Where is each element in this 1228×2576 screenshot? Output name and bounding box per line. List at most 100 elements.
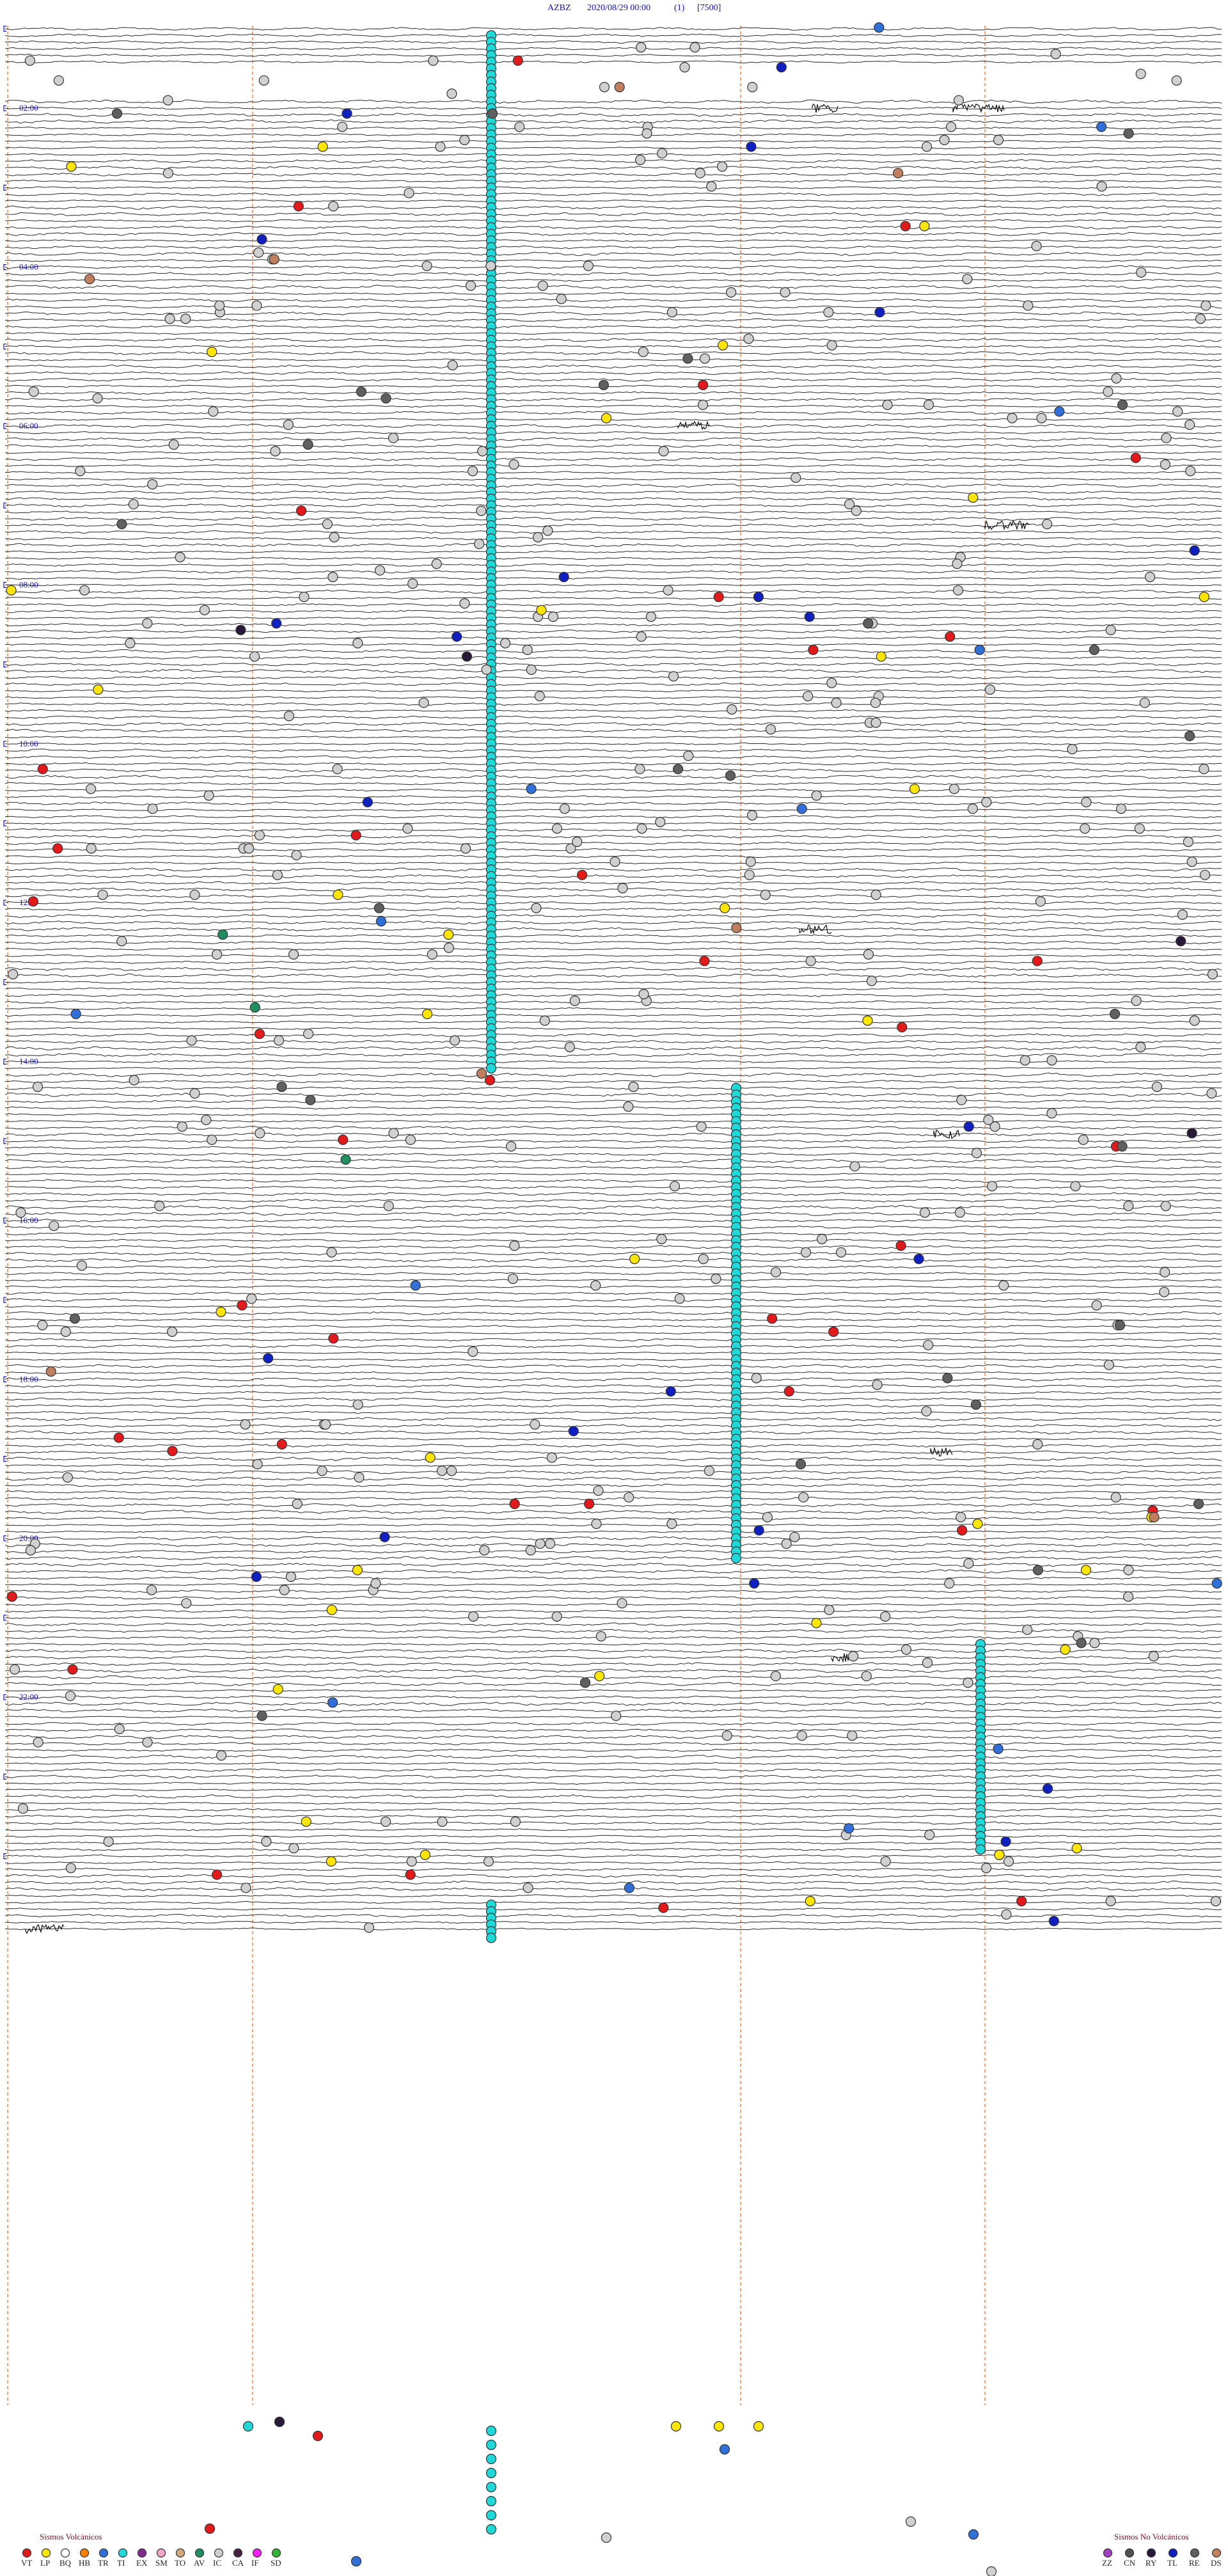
trace-line [4,239,1222,242]
hour-bracket [3,26,6,32]
event-marker [37,1320,48,1331]
trace-line [4,1457,1222,1461]
event-marker [532,532,544,543]
trace-line [4,1397,1222,1402]
event-marker [595,1631,606,1642]
hour-bracket [3,1694,6,1700]
hour-bracket [3,184,6,191]
trace-line [4,219,1222,223]
trace-line [4,1782,1222,1785]
event-marker [629,1253,640,1265]
trace-line [4,967,1222,972]
event-marker [1081,796,1092,808]
legend-code: IF [251,2558,259,2568]
trace-line [4,166,1222,170]
event-marker [320,1419,331,1430]
event-marker [485,2481,497,2493]
event-marker [242,2421,254,2432]
trace-line [5,1668,1222,1673]
event-marker [116,936,127,947]
event-marker [624,1492,634,1503]
trace-line [4,1086,1222,1090]
event-marker [556,294,567,304]
event-marker [847,1651,859,1662]
event-marker [381,393,391,404]
event-marker [1003,1856,1014,1867]
event-marker [954,1207,966,1218]
trace-line [4,1721,1222,1726]
event-marker [863,618,874,629]
event-marker [1060,1644,1071,1655]
legend-code: DS [1211,2558,1222,2568]
event-marker [327,571,338,583]
event-marker [103,1836,114,1847]
trace-line [4,1265,1222,1268]
trace-line [4,1007,1222,1011]
event-marker [354,1472,365,1483]
event-marker [292,1498,303,1510]
event-marker [767,1313,778,1324]
event-marker [6,1591,17,1602]
hour-bracket [3,502,6,509]
trace-line [4,47,1222,51]
trace-line [4,550,1222,553]
burst-trace [25,1924,65,1934]
event-marker [67,1664,78,1675]
trace-line [4,834,1222,839]
legend-marker [137,2548,147,2558]
event-marker [981,796,992,808]
trace-line [4,1490,1222,1494]
event-marker [113,1432,124,1443]
event-marker [1211,1578,1222,1589]
event-marker [547,611,559,622]
event-marker [37,764,48,775]
trace-line [4,940,1222,945]
legend-marker [1168,2548,1178,2558]
event-marker [254,1029,265,1039]
event-marker [505,1141,517,1152]
trace-line [4,265,1222,269]
event-marker [33,1737,43,1748]
trace-line [4,1483,1222,1487]
event-marker [614,82,625,93]
trace-line [4,1173,1222,1176]
event-marker [375,916,387,927]
event-marker [706,181,717,192]
event-marker [128,499,139,510]
event-marker [762,1512,773,1522]
trace-line [4,1510,1222,1514]
event-marker [154,1201,165,1212]
trace-line [4,1344,1222,1348]
event-marker [666,307,678,318]
trace-line [4,404,1222,408]
event-marker [199,604,210,615]
event-marker [658,1902,669,1913]
event-marker [288,949,299,960]
event-marker [363,1922,375,1933]
event-marker [980,1863,992,1874]
trace-line [4,1258,1222,1263]
event-marker [1177,909,1188,921]
event-marker [272,869,283,880]
event-marker [1023,300,1034,311]
event-marker [974,644,985,656]
hour-bracket [3,899,6,906]
event-marker [167,1326,178,1337]
event-marker [1007,413,1018,423]
trace-line [4,1443,1222,1448]
event-marker [696,1121,707,1132]
event-marker [849,1161,860,1172]
hour-bracket [3,1615,6,1621]
event-marker [449,1035,460,1046]
event-marker [975,1844,986,1855]
event-marker [252,1458,263,1469]
seismic-traces [4,27,1222,1934]
event-marker [186,1035,197,1046]
event-marker [870,889,881,900]
event-marker [844,1823,854,1834]
event-marker [352,638,363,649]
trace-line [5,1755,1222,1759]
event-marker [406,1856,417,1867]
event-marker [1032,1565,1044,1576]
trace-line [4,1596,1222,1600]
